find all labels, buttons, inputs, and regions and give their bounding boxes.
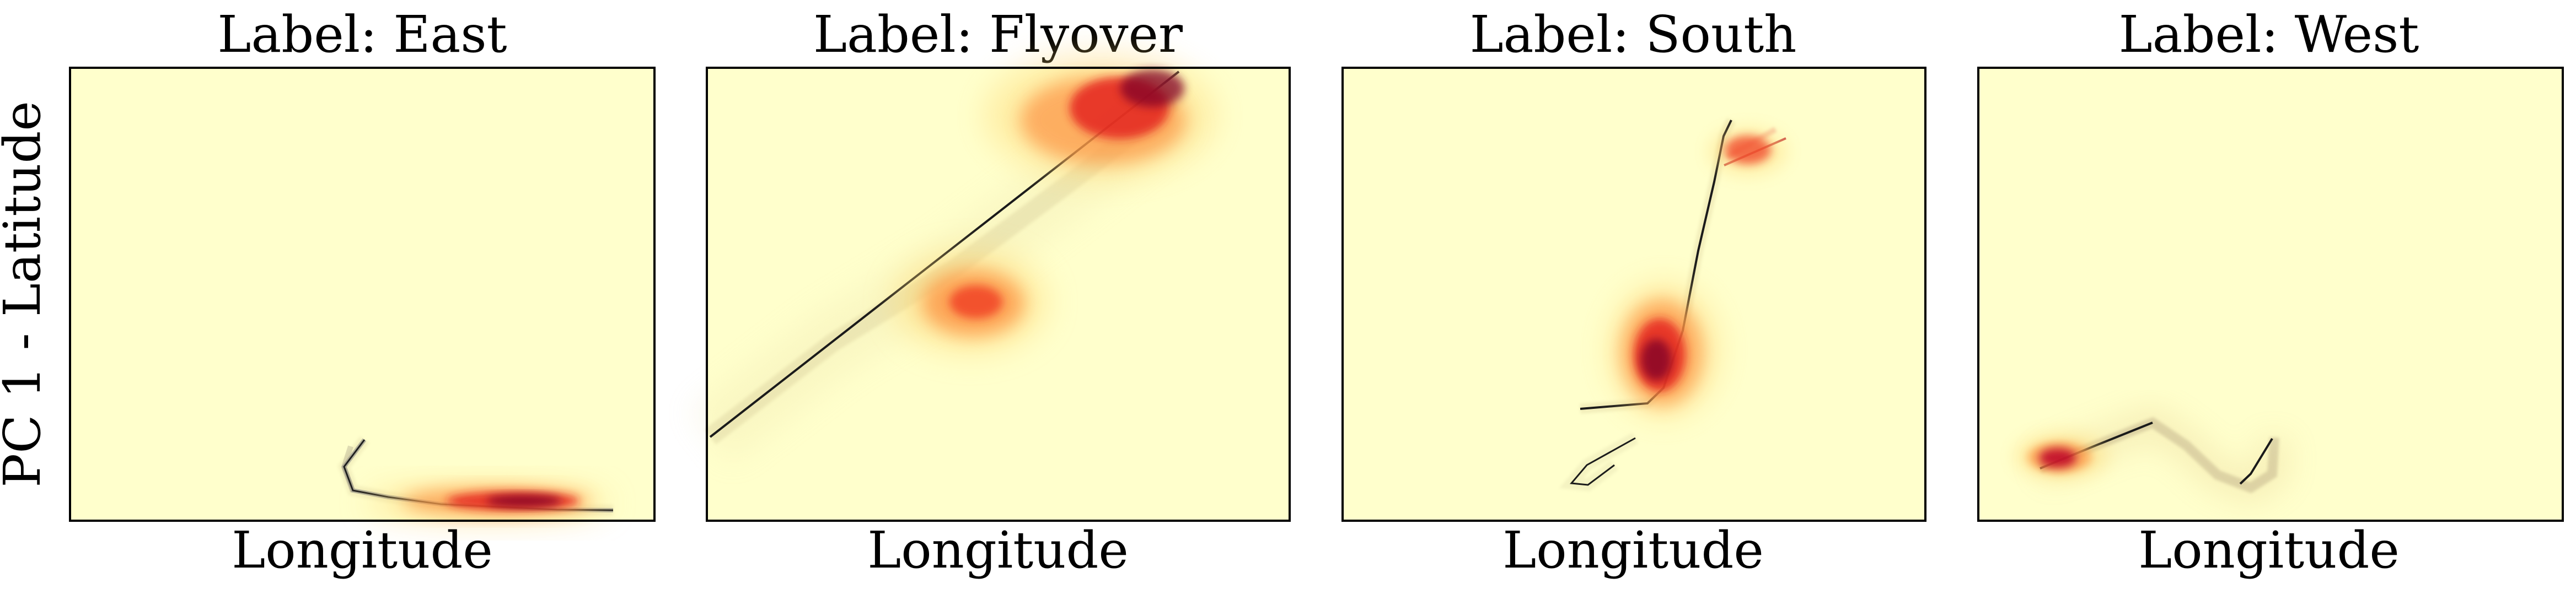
panel-west-title: Label: West xyxy=(2119,5,2419,64)
panel-east-plot xyxy=(69,67,656,522)
panel-south-density-hotspot-top xyxy=(1709,128,1786,175)
panel-flyover-frame xyxy=(706,67,1291,522)
panel-east-density-hotspot xyxy=(366,484,609,522)
panel-south-frame xyxy=(1341,67,1926,522)
panel-west-x-axis-label: Longitude xyxy=(2138,521,2400,580)
panel-south-density-hotspot-main xyxy=(1609,283,1719,417)
panel-south: Label: South Lon xyxy=(1341,5,1926,580)
panel-flyover-x-axis-label: Longitude xyxy=(867,521,1129,580)
panel-south-plot xyxy=(1341,67,1926,522)
panel-east: Label: East Longitude xyxy=(69,5,656,580)
panel-south-x-axis-label: Longitude xyxy=(1502,521,1764,580)
panel-east-background xyxy=(70,68,654,521)
panel-flyover-density-hotspot-upper xyxy=(984,52,1216,179)
panel-west: Label: West Longitude xyxy=(1977,5,2564,580)
panel-east-frame xyxy=(69,67,656,522)
panel-flyover-plot xyxy=(690,52,1291,522)
panel-west-density-hotspot xyxy=(2015,433,2107,479)
panel-flyover-density-hotspot-lower xyxy=(894,251,1046,353)
panel-east-title: Label: East xyxy=(217,5,507,64)
panel-east-x-axis-label: Longitude xyxy=(232,521,493,580)
panel-south-title: Label: South xyxy=(1470,5,1797,64)
panel-west-plot xyxy=(1977,67,2564,522)
shared-y-axis-label: PC 1 - Latitude xyxy=(0,101,52,488)
panel-west-frame xyxy=(1977,67,2564,522)
panel-flyover: Label: Flyover Longitude xyxy=(690,5,1291,580)
